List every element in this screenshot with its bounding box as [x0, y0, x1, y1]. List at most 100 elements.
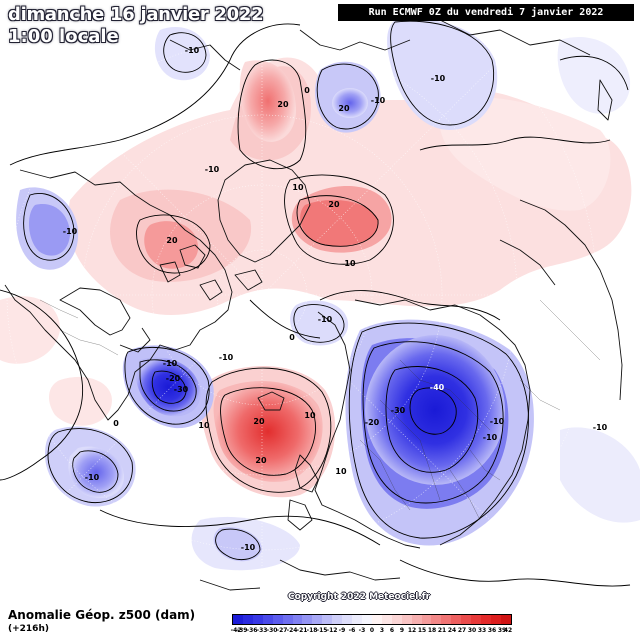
coastlines — [4, 19, 623, 591]
colorbar-tick-label: 39 — [497, 627, 507, 634]
colorbar-swatch — [461, 615, 472, 624]
contour-label: -10 — [593, 423, 608, 432]
anomaly-colorbar — [232, 614, 512, 625]
colorbar-swatch — [391, 615, 402, 624]
contour-label: 10 — [198, 421, 210, 430]
contour-label: 20 — [328, 200, 340, 209]
colorbar-tick-label: 33 — [477, 627, 487, 634]
contour-label: -10 — [185, 46, 200, 55]
geopotential-anomaly-map: -10 20 -10 20 -10 0 10 20 10 -10 20 -10 -10 -20 -30 10 2… — [0, 0, 640, 605]
legend-title: Anomalie Géop. z500 (dam) — [8, 608, 196, 622]
colorbar-swatch — [342, 615, 353, 624]
colorbar-swatch — [431, 615, 442, 624]
colorbar-swatch — [352, 615, 362, 624]
contour-label: 20 — [253, 417, 265, 426]
borders — [39, 299, 601, 521]
colorbar-tick-label: -12 — [326, 627, 338, 634]
contour-label-group: -10 20 -10 20 -10 0 10 20 10 -10 20 -10 -10 -20 -30 10 2… — [63, 46, 608, 552]
copyright-notice: Copyright 2022 Meteociel.fr — [288, 592, 431, 602]
colorbar-swatch — [262, 615, 273, 624]
colorbar-swatch — [401, 615, 412, 624]
colorbar-swatch — [411, 615, 422, 624]
colorbar-tick-label: 9 — [399, 627, 405, 634]
contour-label: -40 — [430, 383, 445, 392]
colorbar-tick-label: 36 — [487, 627, 497, 634]
colorbar-tick-label: 27 — [457, 627, 467, 634]
colorbar-tick-label: 30 — [467, 627, 477, 634]
contour-label: 20 — [255, 456, 267, 465]
colorbar-tick-label: -39 — [236, 627, 248, 634]
colorbar-swatch — [421, 615, 432, 624]
colorbar-tick-label: -15 — [316, 627, 328, 634]
colorbar-swatch — [361, 615, 372, 624]
contour-label: 0 — [304, 86, 310, 95]
contour-label: -10 — [483, 433, 498, 442]
contour-label: -10 — [431, 74, 446, 83]
colorbar-ticks: -42 -39 -36 -33 -30 -27 -24 -21 -18 -15 -12 -9 -6 -3 0… — [230, 627, 513, 637]
forecast-date-title: dimanche 16 janvier 2022 — [8, 4, 264, 25]
colorbar-tick-label: 15 — [417, 627, 427, 634]
contour-label: -10 — [241, 543, 256, 552]
colorbar-tick-label: -21 — [296, 627, 308, 634]
contour-label: -20 — [365, 418, 380, 427]
colorbar-swatch — [302, 615, 313, 624]
colorbar-swatch — [441, 615, 452, 624]
contour-label: 10 — [292, 183, 304, 192]
contour-label: -30 — [174, 385, 189, 394]
colorbar-tick-label: -33 — [256, 627, 268, 634]
contour-label: -10 — [205, 165, 220, 174]
colorbar-tick-label: -3 — [358, 627, 366, 634]
colorbar-tick-label: -42 — [230, 627, 242, 634]
colorbar-tick-label: -36 — [246, 627, 258, 634]
colorbar-tick-label: 12 — [407, 627, 417, 634]
contour-label: -20 — [166, 374, 181, 383]
contour-label: 10 — [344, 259, 356, 268]
colorbar-swatch — [481, 615, 491, 624]
graticule — [0, 0, 640, 605]
colorbar-swatch — [490, 615, 501, 624]
contour-label: 20 — [338, 104, 350, 113]
model-run-info: Run ECMWF 0Z du vendredi 7 janvier 2022 — [338, 4, 634, 21]
colorbar-tick-label: -6 — [348, 627, 356, 634]
forecast-time-title: 1:00 locale — [8, 26, 119, 47]
colorbar-tick-label: -9 — [338, 627, 346, 634]
anomaly-contours — [0, 20, 631, 587]
colorbar-swatch — [312, 615, 323, 624]
contour-label: -10 — [490, 417, 505, 426]
colorbar-swatch — [272, 615, 283, 624]
contour-label: 20 — [166, 236, 178, 245]
colorbar-tick-label: -30 — [266, 627, 278, 634]
colorbar-tick-label: 24 — [447, 627, 457, 634]
colorbar-swatch — [252, 615, 263, 624]
contour-label: 10 — [304, 411, 316, 420]
colorbar-swatch — [381, 615, 392, 624]
contour-label: -10 — [371, 96, 386, 105]
contour-label: 10 — [335, 467, 347, 476]
contour-label: -10 — [219, 353, 234, 362]
contour-label: -10 — [163, 359, 178, 368]
forecast-lead-time: (+216h) — [8, 624, 49, 634]
contour-label: -30 — [391, 406, 406, 415]
colorbar-swatch — [242, 615, 253, 624]
colorbar-swatch — [282, 615, 293, 624]
contour-label: -10 — [318, 315, 333, 324]
colorbar-tick-label: 18 — [427, 627, 437, 634]
colorbar-swatch — [233, 615, 243, 624]
contour-label: 0 — [113, 419, 119, 428]
contour-label: 0 — [289, 333, 295, 342]
colorbar-tick-label: 3 — [379, 627, 385, 634]
colorbar-tick-label: -18 — [306, 627, 318, 634]
colorbar-swatch — [292, 615, 303, 624]
colorbar-swatch — [322, 615, 333, 624]
colorbar-tick-label: -27 — [276, 627, 288, 634]
colorbar-swatch — [500, 615, 511, 624]
colorbar-swatch — [371, 615, 382, 624]
colorbar-swatch — [451, 615, 462, 624]
contour-label: -10 — [85, 473, 100, 482]
contour-label: 20 — [277, 100, 289, 109]
colorbar-tick-label: 6 — [389, 627, 395, 634]
colorbar-tick-label: -24 — [286, 627, 298, 634]
colorbar-swatch — [471, 615, 482, 624]
colorbar-swatch — [332, 615, 343, 624]
